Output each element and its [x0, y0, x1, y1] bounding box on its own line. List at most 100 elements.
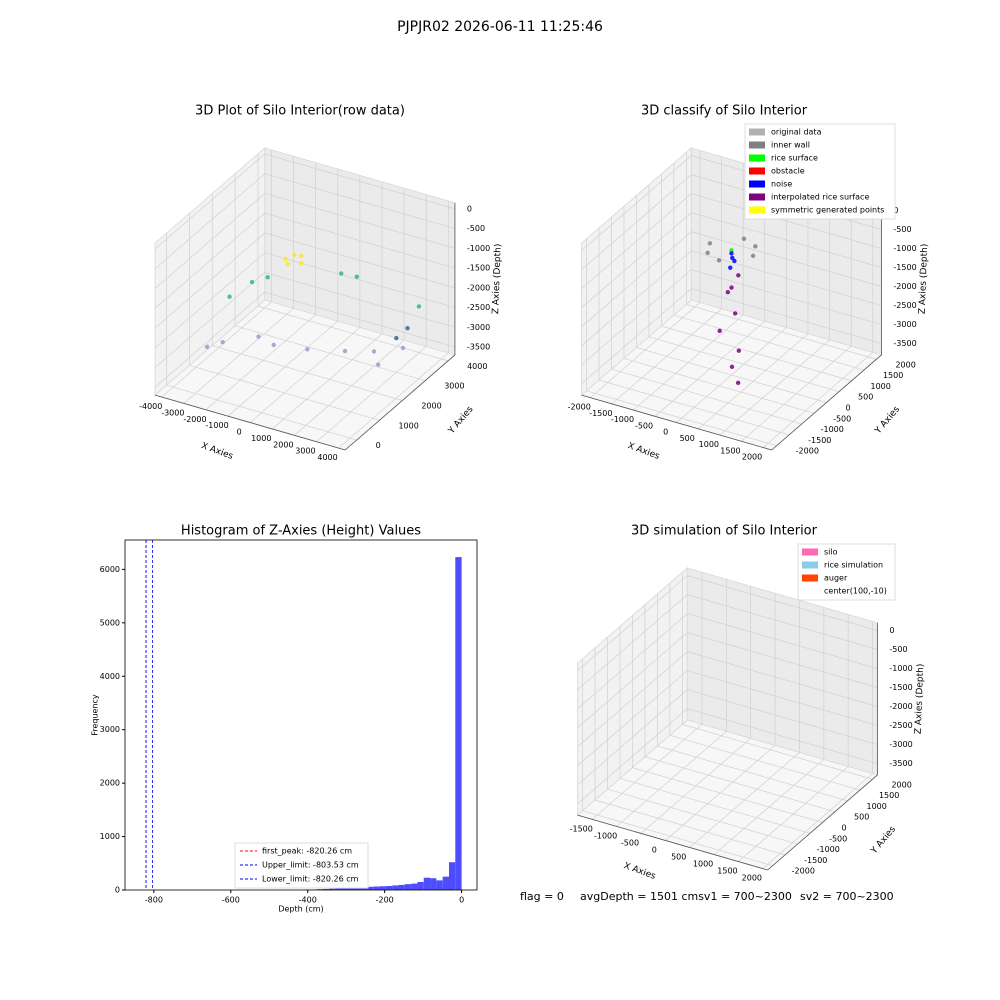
grid-line — [212, 345, 403, 401]
point — [204, 344, 210, 350]
x-axis-label: X Axies — [626, 441, 661, 462]
legend-label: silo — [824, 548, 838, 557]
grid-line — [687, 632, 878, 688]
legend-swatch — [802, 574, 818, 582]
x-tick-label: -4000 — [139, 402, 162, 411]
point — [227, 294, 232, 299]
y-tick-label: 0 — [376, 441, 381, 450]
grid-line — [687, 651, 878, 707]
legend-label: first_peak: -820.26 cm — [262, 847, 352, 856]
x-tick-label: 1000 — [251, 434, 271, 443]
grid-line — [581, 155, 692, 251]
bar — [360, 887, 367, 890]
grid-line — [687, 689, 878, 745]
legend-swatch — [749, 167, 765, 175]
z-axis-label: Z Axies (Depth) — [918, 244, 930, 315]
z-axis-label: Z Axies (Depth) — [914, 664, 926, 735]
legend-label: symmetric generated points — [771, 206, 884, 215]
x-tick-label: -800 — [145, 896, 163, 905]
point — [725, 289, 731, 295]
z-tick-label: -1000 — [893, 244, 916, 253]
grid-line — [577, 613, 688, 709]
grid-line — [581, 231, 692, 327]
grid-line — [581, 269, 692, 365]
y-axis-label: Y Axies — [873, 404, 902, 436]
grid-line — [264, 291, 456, 348]
grid-line — [581, 174, 692, 270]
legend-label: center(100,-10) — [824, 587, 887, 596]
grid-line — [294, 340, 405, 436]
z-tick-label: -3500 — [889, 759, 912, 768]
grid-line — [189, 365, 380, 421]
legend-swatch — [749, 154, 765, 162]
z-tick-label: -3500 — [893, 339, 916, 348]
y-tick-label: 2000 — [100, 779, 120, 788]
grid-line — [235, 325, 426, 382]
bar — [379, 886, 386, 890]
y-tick-label: 3000 — [100, 725, 120, 734]
figure-title: PJPJR02 2026-06-11 11:25:46 — [397, 19, 603, 35]
bar — [448, 862, 456, 890]
y-tick-label: 4000 — [100, 672, 120, 681]
bar — [385, 885, 393, 890]
bar — [417, 881, 424, 890]
legend-label: rice surface — [771, 154, 818, 163]
grid-line — [316, 346, 427, 442]
point — [354, 274, 360, 279]
grid-line — [577, 651, 688, 747]
z-tick-label: -2000 — [889, 702, 912, 711]
z-tick-label: -500 — [889, 645, 907, 654]
point — [729, 251, 734, 256]
x-tick-label: 0 — [652, 845, 657, 854]
point — [750, 253, 756, 259]
point — [256, 334, 261, 339]
z-tick-label: -2000 — [893, 282, 916, 291]
legend-label: inner wall — [771, 141, 810, 150]
grid-line — [691, 193, 882, 249]
chart-title: 3D classify of Silo Interior — [641, 104, 808, 119]
grid-line — [586, 390, 777, 447]
y-tick-label: -1500 — [804, 856, 827, 865]
grid-line — [154, 272, 266, 368]
bar — [316, 889, 323, 890]
grid-line — [691, 212, 882, 268]
z-tick-label: -3000 — [889, 740, 912, 749]
grid-line — [205, 314, 316, 411]
bar — [398, 884, 405, 890]
bar — [455, 557, 462, 890]
legend-box — [744, 123, 896, 220]
x-tick-label: -2000 — [568, 403, 591, 412]
z-tick-label: -2500 — [893, 301, 916, 310]
grid-line — [154, 291, 266, 388]
point — [249, 279, 255, 285]
grid-line — [581, 212, 692, 308]
point — [283, 256, 288, 261]
legend-swatch — [749, 141, 765, 149]
x-tick-label: 1000 — [699, 440, 719, 449]
grid-line — [661, 325, 852, 382]
legend-label: obstacle — [771, 167, 805, 176]
grid-line — [691, 269, 882, 325]
grid-line — [687, 670, 878, 726]
legend-label: original data — [771, 128, 822, 137]
grid-line — [687, 594, 878, 650]
y-tick-label: 6000 — [100, 565, 120, 574]
grid-line — [648, 336, 840, 393]
y-tick-label: 1500 — [883, 371, 903, 380]
annotation: sv2 = 700~2300 — [800, 890, 894, 903]
legend-swatch — [802, 587, 818, 595]
grid-line — [154, 212, 266, 309]
point — [292, 252, 297, 257]
bar — [436, 880, 443, 890]
z-tick-label: -3000 — [467, 323, 490, 332]
grid-line — [657, 745, 848, 802]
chart-title: 3D Plot of Silo Interior(row data) — [195, 104, 405, 119]
x-tick-label: 500 — [680, 434, 695, 443]
legend-label: Lower_limit: -820.26 cm — [262, 875, 359, 884]
grid-line — [264, 153, 456, 210]
grid-line — [183, 308, 294, 404]
y-tick-label: 1000 — [100, 832, 120, 841]
grid-line — [619, 778, 811, 834]
x-tick-label: 4000 — [317, 453, 337, 462]
z-tick-label: -2500 — [467, 303, 490, 312]
